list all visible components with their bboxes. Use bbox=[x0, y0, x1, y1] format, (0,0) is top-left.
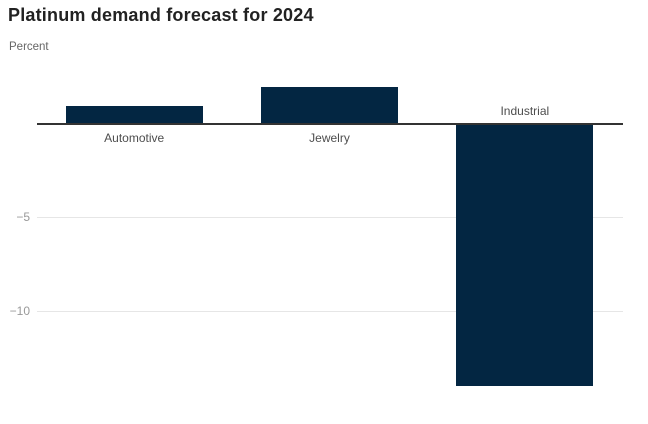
gridline--10 bbox=[36, 310, 623, 312]
category-label-jewelry: Jewelry bbox=[309, 131, 350, 146]
bar-automotive[interactable] bbox=[65, 105, 203, 124]
y-axis-tick-label: −10 bbox=[9, 303, 30, 318]
y-axis-tick-label: −5 bbox=[16, 210, 30, 225]
x-axis-zero-line bbox=[36, 123, 623, 126]
bar-industrial[interactable] bbox=[456, 125, 594, 387]
category-label-automotive: Automotive bbox=[104, 131, 165, 146]
gridline--5 bbox=[36, 217, 623, 219]
category-label-industrial: Industrial bbox=[500, 104, 550, 119]
chart-title: Platinum demand forecast for 2024 bbox=[8, 5, 314, 25]
chart-subtitle: Percent bbox=[9, 41, 49, 53]
bar-jewelry[interactable] bbox=[261, 86, 398, 124]
